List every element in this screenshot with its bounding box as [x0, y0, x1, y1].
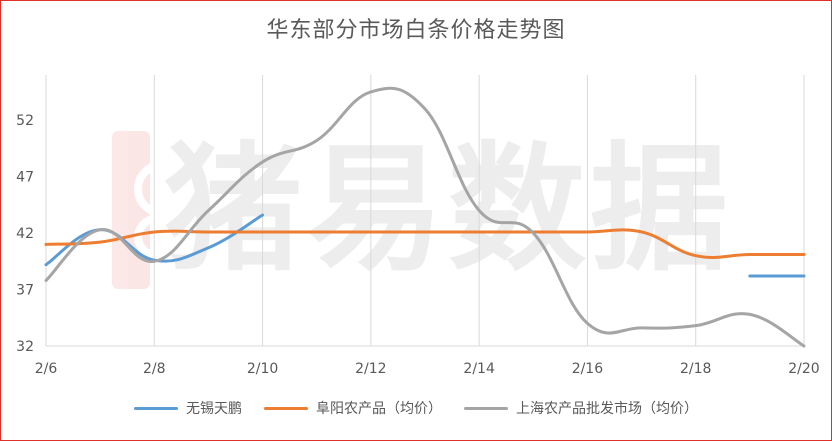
legend-item: 无锡天鹏	[134, 398, 242, 418]
x-tick-label: 2/6	[35, 361, 58, 377]
legend-item: 阜阳农产品（均价）	[264, 398, 442, 418]
x-tick-label: 2/14	[463, 361, 495, 377]
watermark-logo	[112, 131, 190, 289]
watermark: 猪易数据	[112, 130, 732, 290]
chart-title: 华东部分市场白条价格走势图	[266, 18, 566, 43]
legend-swatch	[134, 406, 178, 410]
y-tick-label: 47	[16, 170, 34, 186]
legend-label: 阜阳农产品（均价）	[316, 401, 442, 417]
watermark-text: 猪易数据	[163, 129, 732, 290]
legend-item: 上海农产品批发市场（均价）	[464, 398, 698, 418]
series-line	[44, 86, 806, 348]
legend-swatch	[464, 406, 508, 410]
x-tick-label: 2/10	[247, 361, 278, 377]
legend-swatch	[264, 406, 308, 410]
y-tick-label: 32	[16, 339, 34, 355]
x-tick-label: 2/8	[143, 361, 166, 377]
x-tick-label: 2/16	[572, 361, 604, 377]
x-tick-label: 2/12	[355, 361, 386, 377]
x-tick-label: 2/20	[788, 361, 819, 377]
x-tick-label: 2/18	[680, 361, 711, 377]
series-line	[44, 228, 806, 259]
legend-label: 无锡天鹏	[186, 401, 242, 417]
y-tick-label: 37	[16, 283, 34, 299]
legend-label: 上海农产品批发市场（均价）	[516, 401, 698, 417]
y-tick-label: 52	[16, 113, 34, 129]
chart-legend: 无锡天鹏 阜阳农产品（均价） 上海农产品批发市场（均价）	[0, 398, 832, 418]
y-tick-label: 42	[16, 226, 34, 242]
